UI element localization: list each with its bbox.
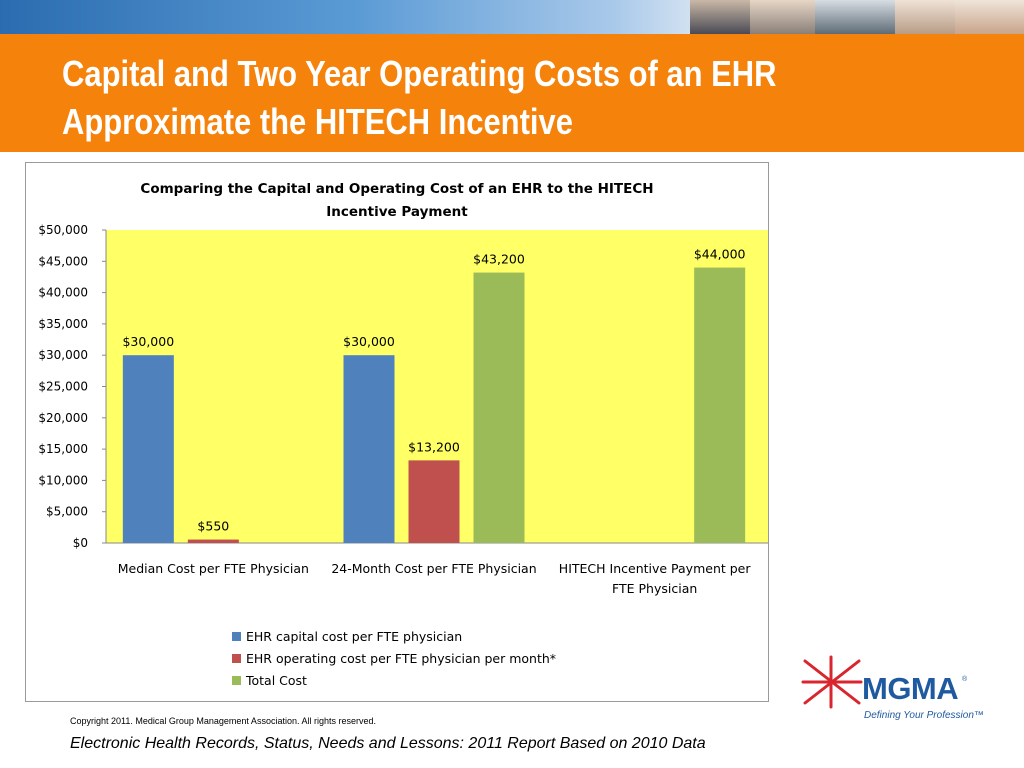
data-label: $13,200 bbox=[408, 439, 460, 454]
chart-title: Comparing the Capital and Operating Cost… bbox=[140, 181, 653, 197]
legend-swatch bbox=[232, 654, 241, 663]
mgma-star-icon bbox=[801, 655, 863, 709]
y-tick-label: $45,000 bbox=[38, 254, 88, 268]
slide-title-line1: Capital and Two Year Operating Costs of … bbox=[62, 53, 777, 94]
bar bbox=[408, 460, 460, 543]
y-tick-label: $40,000 bbox=[38, 286, 88, 300]
bar bbox=[122, 355, 174, 543]
y-tick-label: $20,000 bbox=[38, 411, 88, 425]
chart-frame: Comparing the Capital and Operating Cost… bbox=[25, 162, 769, 702]
x-tick-label: Median Cost per FTE Physician bbox=[118, 561, 309, 576]
x-tick-label: 24-Month Cost per FTE Physician bbox=[331, 561, 536, 576]
header-photo bbox=[815, 0, 895, 34]
slide-title: Capital and Two Year Operating Costs of … bbox=[62, 50, 853, 146]
slide-title-line2: Approximate the HITECH Incentive bbox=[62, 101, 573, 142]
chart-title: Incentive Payment bbox=[326, 204, 468, 220]
data-label: $43,200 bbox=[473, 252, 525, 267]
y-tick-label: $30,000 bbox=[38, 348, 88, 362]
bar bbox=[343, 355, 395, 543]
header-photo bbox=[895, 0, 955, 34]
data-label: $44,000 bbox=[694, 247, 746, 262]
data-label: $550 bbox=[197, 519, 229, 534]
y-tick-label: $50,000 bbox=[38, 223, 88, 237]
copyright-notice: Copyright 2011. Medical Group Management… bbox=[70, 716, 376, 726]
bar bbox=[187, 539, 239, 543]
header-photo bbox=[750, 0, 815, 34]
mgma-logo-mark bbox=[801, 655, 863, 709]
legend-label: Total Cost bbox=[245, 673, 307, 688]
legend-label: EHR operating cost per FTE physician per… bbox=[246, 651, 556, 666]
y-tick-label: $15,000 bbox=[38, 442, 88, 456]
bar-chart: Comparing the Capital and Operating Cost… bbox=[38, 181, 768, 688]
mgma-tagline: Defining Your Profession™ bbox=[864, 710, 984, 721]
y-tick-label: $25,000 bbox=[38, 380, 88, 394]
y-tick-label: $5,000 bbox=[46, 505, 88, 519]
title-band bbox=[0, 34, 1024, 152]
legend-swatch bbox=[232, 676, 241, 685]
source-citation: Electronic Health Records, Status, Needs… bbox=[70, 735, 706, 752]
bar bbox=[694, 267, 746, 543]
legend-label: EHR capital cost per FTE physician bbox=[246, 629, 462, 644]
x-tick-label: HITECH Incentive Payment per bbox=[559, 561, 752, 576]
header-photo bbox=[955, 0, 1024, 34]
y-tick-label: $0 bbox=[73, 536, 88, 550]
y-tick-label: $10,000 bbox=[38, 473, 88, 487]
header-photo-strip bbox=[0, 0, 1024, 34]
bar bbox=[473, 272, 525, 543]
mgma-registered-mark: ® bbox=[962, 676, 968, 683]
legend-swatch bbox=[232, 632, 241, 641]
x-tick-label: FTE Physician bbox=[612, 581, 697, 596]
mgma-logo-text: MGMA bbox=[862, 671, 959, 706]
data-label: $30,000 bbox=[343, 334, 395, 349]
y-tick-label: $35,000 bbox=[38, 317, 88, 331]
header-photo bbox=[690, 0, 750, 34]
data-label: $30,000 bbox=[122, 334, 174, 349]
